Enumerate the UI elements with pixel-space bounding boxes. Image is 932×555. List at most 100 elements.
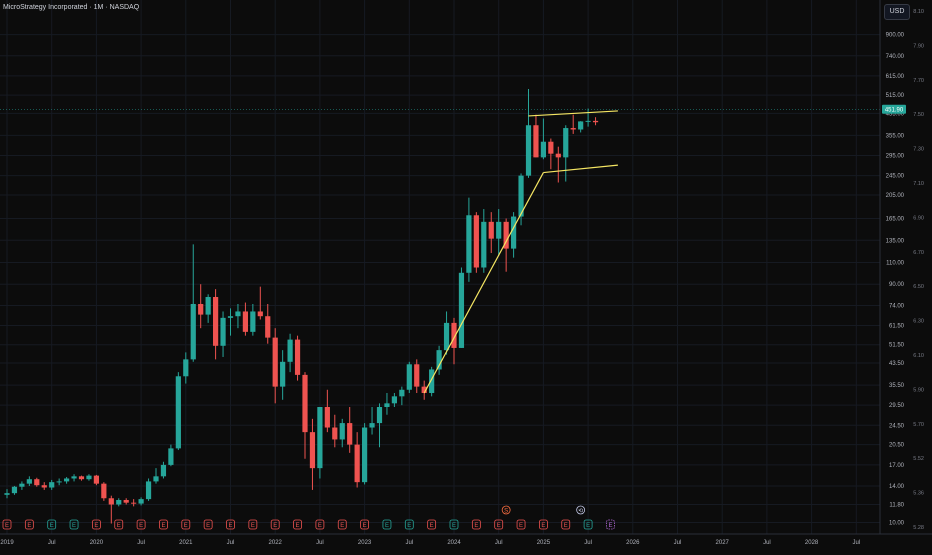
candle-body[interactable] xyxy=(153,476,159,482)
earnings-marker[interactable]: E xyxy=(159,519,168,530)
candle[interactable] xyxy=(570,114,576,134)
candle-body[interactable] xyxy=(131,502,137,504)
candle[interactable] xyxy=(585,108,591,127)
candle-body[interactable] xyxy=(235,311,241,317)
candle[interactable] xyxy=(213,289,219,360)
currency-button[interactable]: USD xyxy=(884,4,910,20)
price-axis[interactable]: 900.00 740.00 615.00 515.00 435.00 355.00 295.… xyxy=(886,33,905,527)
candle[interactable] xyxy=(563,125,569,182)
candle-body[interactable] xyxy=(384,403,390,408)
trendline[interactable] xyxy=(528,110,618,117)
candle[interactable] xyxy=(540,118,546,160)
earnings-badge[interactable] xyxy=(293,519,302,530)
candles[interactable] xyxy=(4,88,599,524)
earnings-badge[interactable] xyxy=(449,519,459,530)
candle-body[interactable] xyxy=(436,350,442,370)
candle[interactable] xyxy=(317,407,323,479)
earnings-badge[interactable] xyxy=(226,519,235,530)
earnings-marker[interactable]: E xyxy=(248,519,258,530)
candle[interactable] xyxy=(384,392,390,415)
time-axis[interactable]: 2019 Jul 2020 Jul 2021 Jul 2022 Jul 2023 Jul 2024 J… xyxy=(0,540,860,546)
candle[interactable] xyxy=(250,303,256,336)
earnings-marker[interactable]: E xyxy=(471,519,481,530)
candle-body[interactable] xyxy=(11,486,18,494)
candle[interactable] xyxy=(116,498,122,507)
earnings-badge[interactable] xyxy=(92,519,101,530)
candle[interactable] xyxy=(309,418,316,490)
candle[interactable] xyxy=(466,197,472,282)
candle[interactable] xyxy=(64,477,70,484)
earnings-marker[interactable]: E xyxy=(449,519,459,530)
candle[interactable] xyxy=(302,372,308,459)
earnings-badge[interactable] xyxy=(2,519,12,530)
earnings-badge[interactable] xyxy=(583,519,593,530)
candle[interactable] xyxy=(160,461,167,479)
candle-body[interactable] xyxy=(19,483,25,487)
candle[interactable] xyxy=(525,88,532,178)
candle-body[interactable] xyxy=(496,221,502,239)
earnings-badge[interactable] xyxy=(270,519,280,530)
earnings-marker[interactable]: E xyxy=(203,519,213,530)
candle-body[interactable] xyxy=(86,475,92,480)
candle-body[interactable] xyxy=(287,339,293,362)
candle[interactable] xyxy=(220,311,226,357)
earnings-marker[interactable]: E xyxy=(583,519,593,530)
candle[interactable] xyxy=(272,328,278,404)
candle-body[interactable] xyxy=(518,175,524,217)
candle-body[interactable] xyxy=(213,296,219,346)
candle[interactable] xyxy=(555,146,561,183)
earnings-badge[interactable] xyxy=(47,519,57,530)
candle[interactable] xyxy=(369,407,375,435)
earnings-marker[interactable]: E xyxy=(360,519,370,530)
dividend-marker[interactable]: S xyxy=(501,505,511,515)
dividend-marker[interactable]: ⟲ xyxy=(576,505,586,515)
candle[interactable] xyxy=(406,361,412,393)
candle-body[interactable] xyxy=(280,361,286,387)
candle[interactable] xyxy=(257,286,263,320)
candle-body[interactable] xyxy=(570,128,576,130)
candle-body[interactable] xyxy=(451,322,457,348)
candle-body[interactable] xyxy=(481,221,487,268)
candle-body[interactable] xyxy=(309,432,316,469)
candle[interactable] xyxy=(78,475,85,481)
candle-body[interactable] xyxy=(458,272,465,348)
candle[interactable] xyxy=(414,359,420,393)
candle-body[interactable] xyxy=(294,339,301,375)
candle-body[interactable] xyxy=(339,423,345,440)
candle-body[interactable] xyxy=(227,316,234,318)
candle[interactable] xyxy=(265,303,271,344)
earnings-badge[interactable] xyxy=(606,519,615,530)
candle-body[interactable] xyxy=(272,337,278,387)
candle[interactable] xyxy=(421,380,427,400)
candle-body[interactable] xyxy=(563,128,569,158)
candle-body[interactable] xyxy=(488,221,494,239)
candle[interactable] xyxy=(123,498,129,505)
candle[interactable] xyxy=(518,173,524,226)
candle-body[interactable] xyxy=(347,423,353,445)
candle[interactable] xyxy=(332,414,338,448)
earnings-marker[interactable]: E xyxy=(181,519,191,530)
candle[interactable] xyxy=(376,403,383,448)
candle-body[interactable] xyxy=(64,478,70,482)
earnings-marker[interactable]: E xyxy=(47,519,57,530)
candle[interactable] xyxy=(11,485,18,495)
candle-body[interactable] xyxy=(555,153,561,158)
candle-body[interactable] xyxy=(168,448,174,465)
candle-body[interactable] xyxy=(317,407,323,469)
candle-body[interactable] xyxy=(473,215,479,268)
earnings-badge[interactable] xyxy=(248,519,258,530)
candle[interactable] xyxy=(34,477,40,487)
earnings-marker[interactable]: E xyxy=(494,519,504,530)
candle[interactable] xyxy=(548,138,554,170)
earnings-marker[interactable]: E xyxy=(516,519,526,530)
earnings-marker[interactable]: E xyxy=(114,519,124,530)
candle[interactable] xyxy=(429,366,435,397)
candle-body[interactable] xyxy=(123,499,129,503)
candle-body[interactable] xyxy=(540,141,546,158)
candle[interactable] xyxy=(443,311,450,355)
earnings-marker[interactable]: E xyxy=(92,519,101,530)
trendline[interactable] xyxy=(423,172,544,394)
earnings-marker[interactable]: E xyxy=(404,519,414,530)
candle[interactable] xyxy=(4,489,10,499)
